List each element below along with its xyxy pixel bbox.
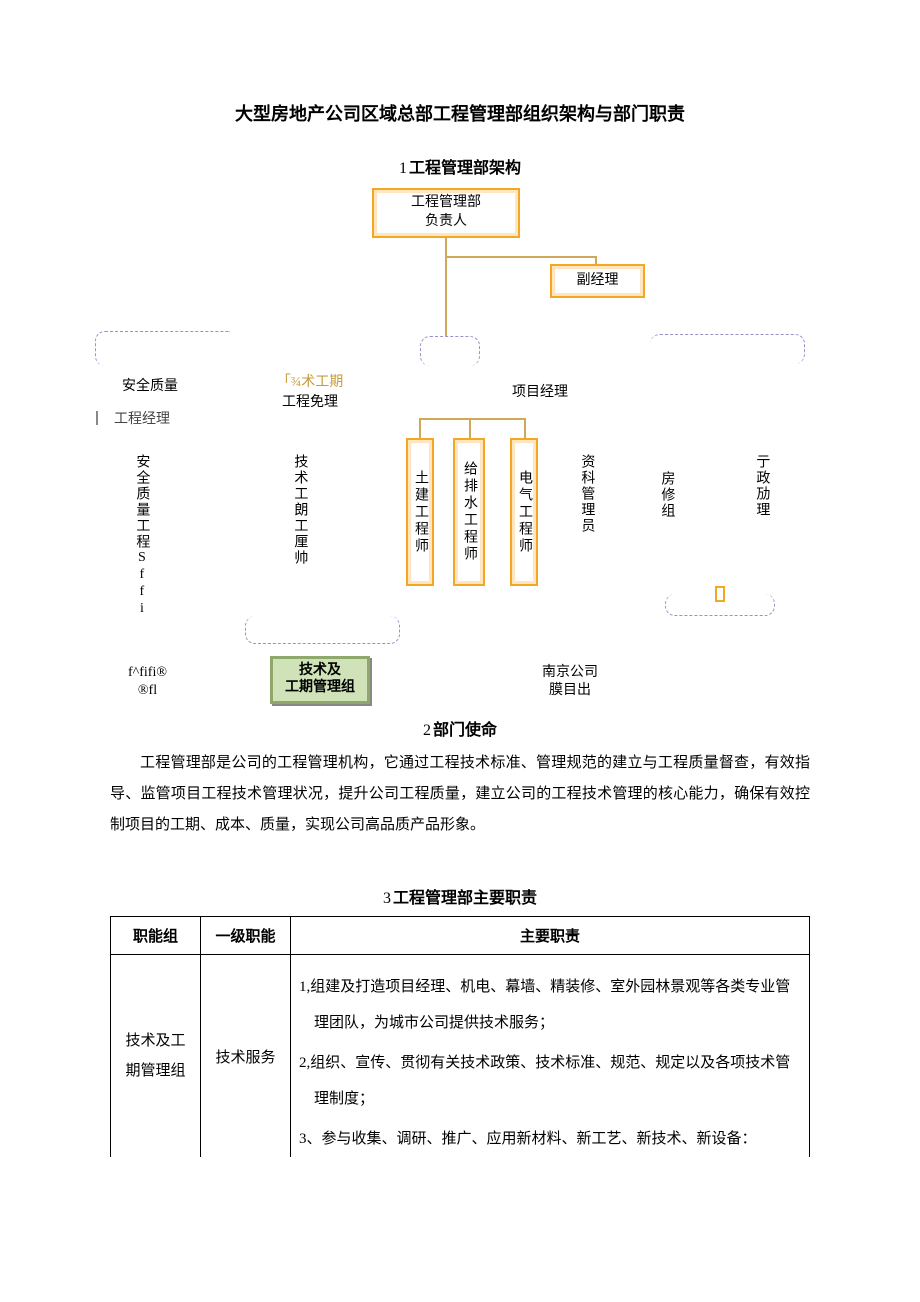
cell-group: 技术及工 期管理组 (111, 955, 201, 1158)
org-v-repair: 房修组 (655, 471, 677, 519)
caption-right-b: 膜目出 (510, 682, 630, 700)
section-3-heading: 3工程管理部主要职责 (110, 884, 810, 908)
org-line (469, 418, 471, 438)
dashed-group-right (650, 334, 805, 364)
org-tech-frac: 「¾术工期 (240, 374, 380, 393)
org-v-admin: 亍政劢理 (750, 454, 772, 518)
org-line (445, 256, 595, 258)
section-3-text: 工程管理部主要职责 (393, 890, 537, 907)
caption-left: f^fifi® ®fl (105, 664, 190, 700)
org-line (445, 256, 447, 336)
org-vbox-plumbing: 给排水工程师 (453, 438, 485, 586)
org-pm-label: 项目经理 (490, 384, 590, 403)
duty-item: 2,组织、宣传、贯彻有关技术政策、技术标准、规范、规定以及各项技术管理制度； (299, 1045, 801, 1117)
org-vbox-civil: 土建工程师 (406, 438, 434, 586)
th-duties: 主要职责 (291, 917, 810, 955)
org-line (524, 418, 526, 438)
cell-duties: 1,组建及打造项目经理、机电、幕墙、精装修、室外园林景观等各类专业管理团队，为城… (291, 955, 810, 1158)
org-chart: 工程管理部 负责人 副经理 安全质量 工程经理 「¾术工期 工程免理 项目经理 … (110, 186, 810, 726)
org-vbox-elec: 电气工程师 (510, 438, 538, 586)
org-v-safety-eng: 安全质量工程Sffi (130, 454, 152, 618)
table-header-row: 职能组 一级职能 主要职责 (111, 917, 810, 955)
org-safety-sub: 工程经理 (96, 411, 186, 425)
dashed-bottom (245, 616, 400, 644)
org-tech-sub: 工程免理 (260, 394, 360, 413)
org-v-tech-eng: 技术工朗工厘帅 (288, 454, 310, 566)
th-func: 一级职能 (201, 917, 291, 955)
dashed-group-mid (420, 336, 480, 366)
cell-func: 技术服务 (201, 955, 291, 1158)
org-vice-box: 副经理 (550, 264, 645, 298)
section-1-heading: 1工程管理部架构 (110, 154, 810, 178)
caption-right: 南京公司 膜目出 (510, 664, 630, 700)
section-3-num: 3 (383, 890, 391, 907)
caption-left-a: f^fifi® (105, 664, 190, 682)
duty-item: 3、参与收集、调研、推广、应用新材料、新工艺、新技术、新设备： (299, 1121, 801, 1157)
table-row: 技术及工 期管理组 技术服务 1,组建及打造项目经理、机电、幕墙、精装修、室外园… (111, 955, 810, 1158)
section-1-text: 工程管理部架构 (409, 160, 521, 177)
org-v-doc-mgr: 资科管理员 (575, 454, 597, 534)
org-line (445, 238, 447, 256)
caption-left-b: ®fl (105, 682, 190, 700)
org-bottom-box: 技术及 工期管理组 (270, 656, 370, 704)
dashed-group-left (95, 331, 230, 366)
doc-title: 大型房地产公司区域总部工程管理部组织架构与部门职责 (110, 100, 810, 126)
mission-paragraph: 工程管理部是公司的工程管理机构，它通过工程技术标准、管理规范的建立与工程质量督查… (110, 748, 810, 840)
duty-item: 1,组建及打造项目经理、机电、幕墙、精装修、室外园林景观等各类专业管理团队，为城… (299, 969, 801, 1041)
section-1-num: 1 (399, 160, 407, 177)
caption-right-a: 南京公司 (510, 664, 630, 682)
th-group: 职能组 (111, 917, 201, 955)
org-line (595, 256, 597, 264)
org-line (419, 418, 421, 438)
responsibilities-table: 职能组 一级职能 主要职责 技术及工 期管理组 技术服务 1,组建及打造项目经理… (110, 916, 810, 1157)
dashed-bottom-right (665, 594, 775, 616)
org-line (419, 418, 526, 420)
org-top-box: 工程管理部 负责人 (372, 188, 520, 238)
org-safety-label: 安全质量 (105, 378, 195, 397)
